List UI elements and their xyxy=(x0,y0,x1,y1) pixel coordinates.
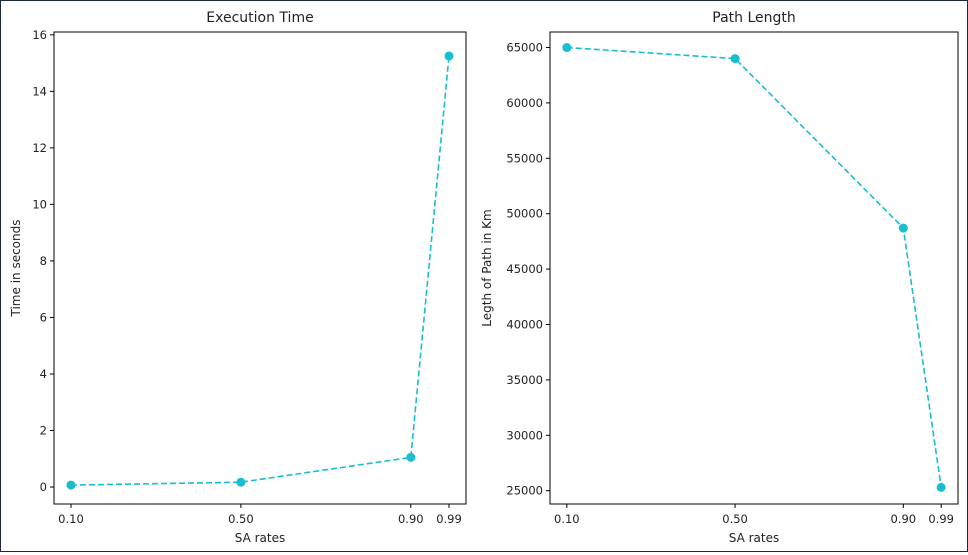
y-tick-label: 55000 xyxy=(506,151,543,165)
y-tick-label: 6 xyxy=(40,310,47,324)
y-tick-label: 8 xyxy=(40,254,47,268)
chart-2: Path Length 25000 30000 35000 40000 45000 5000… xyxy=(480,10,959,545)
y-tick-label: 45000 xyxy=(506,262,543,276)
axes-frame xyxy=(549,31,959,505)
y-tick-label: 0 xyxy=(40,480,47,494)
axes-frame xyxy=(53,31,467,505)
y-tick-label: 35000 xyxy=(506,373,543,387)
y-tick-label: 40000 xyxy=(506,318,543,332)
x-axis-label: SA rates xyxy=(729,531,780,545)
chart-title: Path Length xyxy=(712,10,796,26)
series-line xyxy=(70,55,450,486)
data-point xyxy=(66,480,76,490)
chart-title: Execution Time xyxy=(206,10,313,26)
y-tick-label: 4 xyxy=(40,367,47,381)
y-tick-label: 10 xyxy=(32,197,47,211)
data-point xyxy=(444,51,454,61)
y-tick-label: 50000 xyxy=(506,207,543,221)
data-point xyxy=(236,477,246,487)
y-tick-label: 65000 xyxy=(506,41,543,55)
chart-1: Execution Time 0 2 4 6 8 10 12 14 16 0.10 0.50 0.90 0… xyxy=(9,10,467,545)
y-tick-label: 60000 xyxy=(506,96,543,110)
series-line xyxy=(566,46,942,488)
x-tick-label: 0.50 xyxy=(228,512,254,526)
y-tick-label: 2 xyxy=(40,424,47,438)
y-tick-label: 25000 xyxy=(506,484,543,498)
data-point xyxy=(936,482,946,492)
data-point xyxy=(406,452,416,462)
data-point xyxy=(730,54,740,64)
y-tick-label: 14 xyxy=(32,84,47,98)
data-point xyxy=(562,43,572,53)
x-tick-label: 0.99 xyxy=(928,512,954,526)
y-tick-label: 16 xyxy=(32,28,47,42)
y-axis-label: Legth of Path in Km xyxy=(480,209,494,326)
y-tick-label: 12 xyxy=(32,141,47,155)
x-tick-label: 0.50 xyxy=(722,512,748,526)
x-axis-label: SA rates xyxy=(235,531,286,545)
data-point xyxy=(898,223,908,233)
x-tick-label: 0.99 xyxy=(436,512,462,526)
x-tick-label: 0.10 xyxy=(58,512,84,526)
y-axis-label: Time in seconds xyxy=(9,220,23,318)
x-tick-label: 0.90 xyxy=(398,512,424,526)
x-tick-label: 0.90 xyxy=(891,512,917,526)
y-tick-label: 30000 xyxy=(506,428,543,442)
x-tick-label: 0.10 xyxy=(554,512,580,526)
